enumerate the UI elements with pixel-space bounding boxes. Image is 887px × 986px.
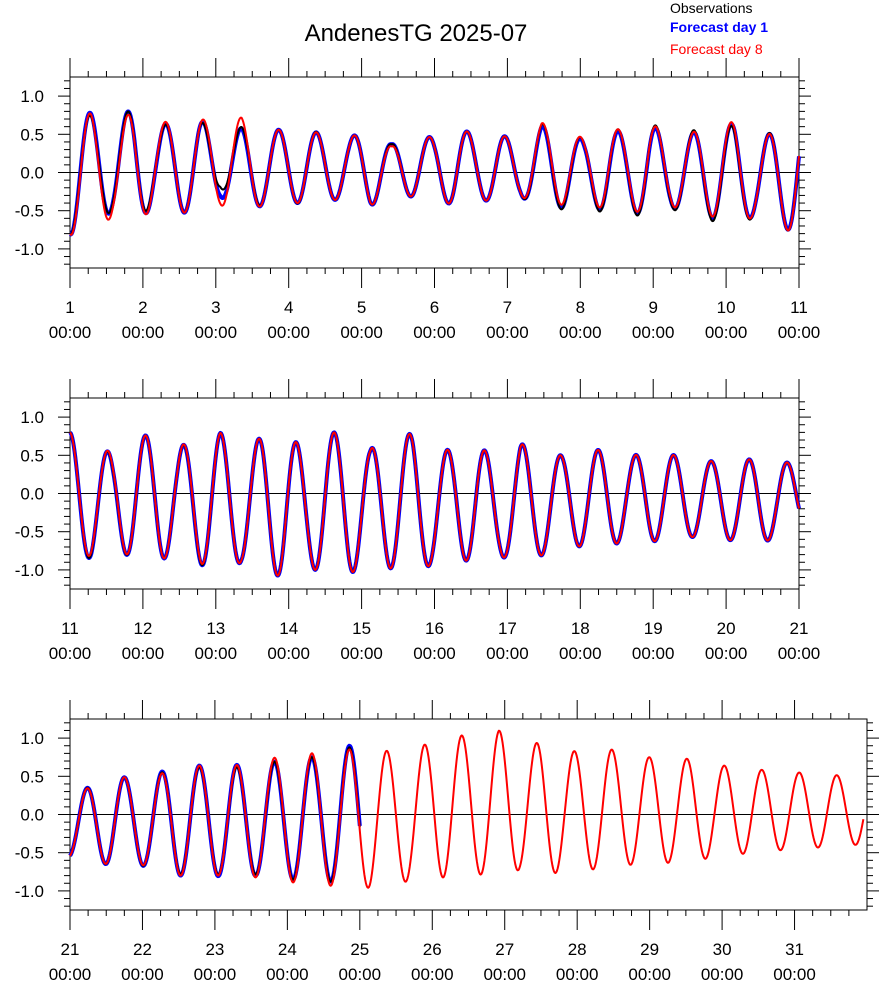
x-tick-label-day: 1 — [65, 298, 74, 317]
x-tick-label-day: 9 — [648, 298, 657, 317]
x-tick-label-time: 00:00 — [773, 965, 816, 984]
x-tick-label-time: 00:00 — [340, 323, 383, 342]
chart-title: AndenesTG 2025-07 — [305, 20, 528, 47]
y-tick-label: 0.0 — [20, 485, 44, 504]
x-tick-label-time: 00:00 — [121, 965, 164, 984]
x-tick-label-day: 28 — [568, 940, 587, 959]
y-tick-label: 0.5 — [20, 767, 44, 786]
x-tick-label-time: 00:00 — [705, 323, 748, 342]
x-tick-label-time: 00:00 — [778, 323, 821, 342]
y-tick-label: 1.0 — [20, 729, 44, 748]
x-tick-label-time: 00:00 — [266, 965, 309, 984]
x-tick-label-time: 00:00 — [267, 644, 310, 663]
x-tick-label-day: 17 — [498, 619, 517, 638]
x-tick-label-day: 8 — [576, 298, 585, 317]
x-tick-label-day: 21 — [61, 940, 80, 959]
x-tick-label-time: 00:00 — [632, 323, 675, 342]
y-tick-label: -1.0 — [15, 240, 44, 259]
x-tick-label-day: 20 — [717, 619, 736, 638]
x-tick-label-time: 00:00 — [486, 323, 529, 342]
x-tick-label-time: 00:00 — [701, 965, 744, 984]
series-line-forecast-day-8 — [69, 729, 865, 889]
x-tick-label-day: 21 — [790, 619, 809, 638]
x-tick-label-time: 00:00 — [413, 644, 456, 663]
panels: 1.0 0.5 0.0 -0.5 -1.0 1 00:00 2 00:00 3 00:00 4 00:0… — [15, 58, 879, 984]
y-tick-label: 0.0 — [20, 806, 44, 825]
x-tick-label-day: 29 — [640, 940, 659, 959]
x-tick-label-day: 22 — [133, 940, 152, 959]
x-tick-label-time: 00:00 — [632, 644, 675, 663]
x-tick-label-time: 00:00 — [49, 323, 92, 342]
y-tick-label: -0.5 — [15, 523, 44, 542]
x-tick-label-day: 16 — [425, 619, 444, 638]
x-tick-label-day: 4 — [284, 298, 293, 317]
x-tick-label-time: 00:00 — [339, 965, 382, 984]
x-tick-label-day: 6 — [430, 298, 439, 317]
y-tick-label: -1.0 — [15, 882, 44, 901]
x-tick-label-time: 00:00 — [340, 644, 383, 663]
x-tick-label-time: 00:00 — [486, 644, 529, 663]
x-tick-label-day: 7 — [503, 298, 512, 317]
x-tick-label-day: 27 — [495, 940, 514, 959]
y-tick-label: -0.5 — [15, 202, 44, 221]
x-tick-label-time: 00:00 — [705, 644, 748, 663]
x-tick-label-time: 00:00 — [122, 644, 165, 663]
x-tick-label-day: 19 — [644, 619, 663, 638]
legend-entry-1: Observations — [670, 0, 752, 16]
x-tick-label-day: 15 — [352, 619, 371, 638]
y-tick-label: 1.0 — [20, 87, 44, 106]
x-tick-label-day: 31 — [785, 940, 804, 959]
series-line-forecast-day-8 — [69, 112, 800, 236]
panel-3: 1.0 0.5 0.0 -0.5 -1.0 21 00:00 22 00:00 23 00:00 24… — [15, 700, 879, 984]
panel-2: 1.0 0.5 0.0 -0.5 -1.0 11 00:00 12 00:00 13 00:00 14… — [15, 379, 821, 663]
panel-1: 1.0 0.5 0.0 -0.5 -1.0 1 00:00 2 00:00 3 00:00 4 00:0… — [15, 58, 821, 342]
x-tick-label-time: 00:00 — [195, 644, 238, 663]
y-tick-label: 1.0 — [20, 408, 44, 427]
x-tick-label-time: 00:00 — [559, 323, 602, 342]
x-tick-label-day: 13 — [206, 619, 225, 638]
y-tick-label: 0.5 — [20, 125, 44, 144]
x-tick-label-day: 14 — [279, 619, 298, 638]
x-tick-label-time: 00:00 — [194, 965, 237, 984]
x-tick-label-day: 11 — [790, 298, 808, 317]
legend-entry-3: Forecast day 8 — [670, 41, 763, 57]
series-line-forecast-day-1 — [68, 109, 801, 237]
x-tick-label-time: 00:00 — [559, 644, 602, 663]
x-tick-label-time: 00:00 — [49, 965, 92, 984]
x-tick-label-day: 11 — [61, 619, 79, 638]
legend: Observations Forecast day 1 Forecast day 8 — [670, 0, 768, 57]
y-tick-label: 0.0 — [20, 164, 44, 183]
legend-entry-2: Forecast day 1 — [670, 19, 768, 35]
x-tick-label-day: 3 — [211, 298, 220, 317]
x-tick-label-time: 00:00 — [556, 965, 599, 984]
x-tick-label-day: 12 — [133, 619, 152, 638]
x-tick-label-day: 10 — [717, 298, 736, 317]
x-tick-label-time: 00:00 — [267, 323, 310, 342]
x-tick-label-day: 5 — [357, 298, 366, 317]
y-tick-label: -1.0 — [15, 561, 44, 580]
x-tick-label-time: 00:00 — [483, 965, 526, 984]
x-tick-label-day: 25 — [350, 940, 369, 959]
x-tick-label-time: 00:00 — [628, 965, 671, 984]
x-tick-label-day: 18 — [571, 619, 590, 638]
x-tick-label-time: 00:00 — [413, 323, 456, 342]
series-line-forecast-day-8 — [69, 431, 800, 577]
x-tick-label-time: 00:00 — [122, 323, 165, 342]
x-tick-label-day: 24 — [278, 940, 297, 959]
x-tick-label-time: 00:00 — [778, 644, 821, 663]
x-tick-label-day: 23 — [205, 940, 224, 959]
x-tick-label-day: 30 — [713, 940, 732, 959]
x-tick-label-time: 00:00 — [411, 965, 454, 984]
x-tick-label-day: 26 — [423, 940, 442, 959]
y-tick-label: -0.5 — [15, 844, 44, 863]
x-tick-label-day: 2 — [138, 298, 147, 317]
x-tick-label-time: 00:00 — [195, 323, 238, 342]
y-tick-label: 0.5 — [20, 446, 44, 465]
x-tick-label-time: 00:00 — [49, 644, 92, 663]
